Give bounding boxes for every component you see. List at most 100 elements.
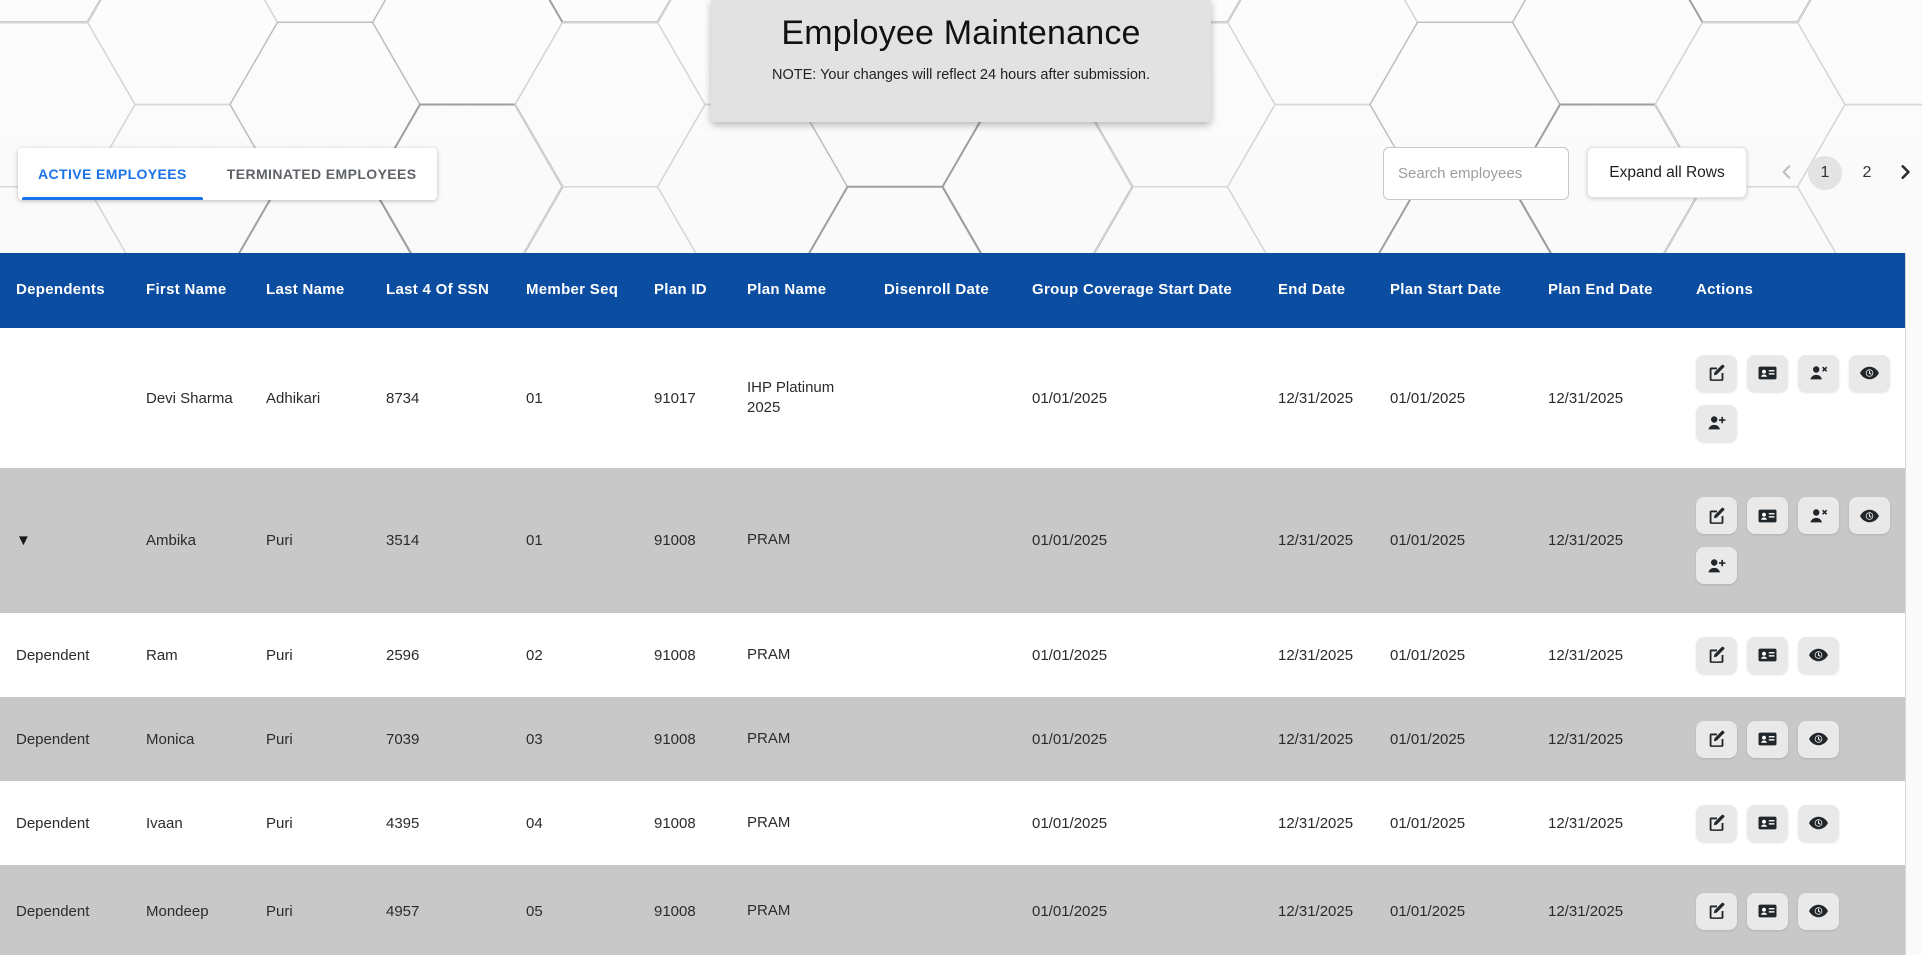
column-header-group_coverage_start_date: Group Coverage Start Date <box>1032 281 1233 299</box>
view-history-button[interactable] <box>1798 892 1839 930</box>
cell-plan_id: 91008 <box>654 532 696 549</box>
edit-button[interactable] <box>1696 497 1737 534</box>
view-history-button[interactable] <box>1849 354 1890 392</box>
cell-plan_end_date: 12/31/2025 <box>1548 646 1624 664</box>
cell-group_coverage_start_date: 01/01/2025 <box>1032 532 1108 549</box>
vertical-scrollbar[interactable] <box>1905 253 1922 955</box>
view-history-button[interactable] <box>1798 720 1839 758</box>
search-box <box>1383 147 1569 200</box>
id-card-icon <box>1756 644 1779 666</box>
next-page-button[interactable] <box>1890 158 1920 188</box>
id-card-icon <box>1756 505 1779 527</box>
collapse-dependents-icon[interactable]: ▼ <box>16 532 31 549</box>
id-card-button[interactable] <box>1747 636 1788 674</box>
action-button-group <box>1696 720 1905 758</box>
cell-group_coverage_start_date: 01/01/2025 <box>1032 902 1108 920</box>
edit-button[interactable] <box>1696 354 1737 392</box>
cell-plan_name: PRAM <box>747 729 791 747</box>
view-history-icon <box>1807 728 1830 750</box>
expand-all-rows-button[interactable]: Expand all Rows <box>1587 147 1747 198</box>
view-history-button[interactable] <box>1798 804 1839 842</box>
employee-row: ▼ Ambika Puri 3514 01 91008 PRAM 01/01/2025 12/3… <box>0 468 1905 613</box>
id-card-button[interactable] <box>1747 354 1788 392</box>
employee-row: Devi Sharma Adhikari 8734 01 91017 IHP Platin… <box>0 328 1905 468</box>
add-dependent-icon <box>1705 555 1728 577</box>
id-card-button[interactable] <box>1747 804 1788 842</box>
cell-plan_id: 91008 <box>654 814 696 832</box>
id-card-icon <box>1756 728 1779 750</box>
tab-active-employees[interactable]: ACTIVE EMPLOYEES <box>18 148 207 200</box>
cell-dependents: Dependent <box>16 646 90 664</box>
dependent-row: Dependent Monica Puri 7039 03 91008 PRAM 01/01/… <box>0 697 1905 781</box>
page-title: Employee Maintenance <box>781 14 1141 52</box>
id-card-button[interactable] <box>1747 720 1788 758</box>
cell-plan_name: IHP Platinum 2025 <box>747 378 835 416</box>
view-history-icon <box>1807 812 1830 834</box>
cell-member_seq: 03 <box>526 730 543 748</box>
cell-group_coverage_start_date: 01/01/2025 <box>1032 814 1108 832</box>
cell-last_name: Puri <box>266 814 293 832</box>
id-card-button[interactable] <box>1747 497 1788 534</box>
cell-actions <box>1680 804 1905 842</box>
cell-actions <box>1680 636 1905 674</box>
cell-plan_id: 91008 <box>654 902 696 920</box>
cell-first_name: Devi Sharma <box>146 389 233 407</box>
id-card-button[interactable] <box>1747 892 1788 930</box>
action-button-group <box>1696 354 1905 392</box>
table-body: Devi Sharma Adhikari 8734 01 91017 IHP Platin… <box>0 328 1905 955</box>
cell-first_name: Ram <box>146 646 178 664</box>
action-button-group <box>1696 404 1905 442</box>
column-header-ssn_last4: Last 4 Of SSN <box>386 281 490 299</box>
remove-member-button[interactable] <box>1798 497 1839 534</box>
add-dependent-icon <box>1705 412 1728 434</box>
add-dependent-button[interactable] <box>1696 404 1737 442</box>
cell-dependents: Dependent <box>16 902 90 920</box>
cell-ssn_last4: 3514 <box>386 532 420 549</box>
edit-button[interactable] <box>1696 804 1737 842</box>
cell-last_name: Puri <box>266 646 293 664</box>
tab-terminated-employees[interactable]: TERMINATED EMPLOYEES <box>226 166 417 182</box>
edit-button[interactable] <box>1696 892 1737 930</box>
cell-group_coverage_start_date: 01/01/2025 <box>1032 646 1108 664</box>
view-history-icon <box>1858 362 1881 384</box>
cell-dependents: ▼ <box>0 532 130 549</box>
cell-last_name: Puri <box>266 902 293 920</box>
cell-plan_start_date: 01/01/2025 <box>1390 902 1466 920</box>
dependent-row: Dependent Ivaan Puri 4395 04 91008 PRAM 01/01/2… <box>0 781 1905 865</box>
column-header-dependents: Dependents <box>16 281 105 299</box>
cell-first_name: Ivaan <box>146 814 183 832</box>
cell-ssn_last4: 4395 <box>386 814 420 832</box>
action-button-group <box>1696 892 1905 930</box>
remove-member-button[interactable] <box>1798 354 1839 392</box>
page-2-button[interactable]: 2 <box>1850 156 1884 190</box>
view-history-button[interactable] <box>1798 636 1839 674</box>
cell-member_seq: 01 <box>526 389 543 407</box>
cell-plan_start_date: 01/01/2025 <box>1390 730 1466 748</box>
tabs: ACTIVE EMPLOYEES TERMINATED EMPLOYEES <box>18 148 437 200</box>
view-history-button[interactable] <box>1849 497 1890 534</box>
add-dependent-button[interactable] <box>1696 547 1737 584</box>
cell-plan_name: PRAM <box>747 813 791 831</box>
edit-button[interactable] <box>1696 720 1737 758</box>
chevron-right-icon <box>1897 164 1913 183</box>
column-header-plan_end_date: Plan End Date <box>1548 281 1653 299</box>
page-header-card: Employee Maintenance NOTE: Your changes … <box>711 0 1211 122</box>
page-1-button[interactable]: 1 <box>1808 156 1842 190</box>
edit-icon <box>1706 644 1728 666</box>
cell-member_seq: 02 <box>526 646 543 664</box>
edit-button[interactable] <box>1696 636 1737 674</box>
cell-actions <box>1680 497 1905 584</box>
cell-ssn_last4: 7039 <box>386 730 420 748</box>
action-button-group <box>1696 547 1905 584</box>
cell-end_date: 12/31/2025 <box>1278 814 1354 832</box>
cell-plan_start_date: 01/01/2025 <box>1390 532 1466 549</box>
chevron-left-icon <box>1779 164 1795 183</box>
cell-plan_start_date: 01/01/2025 <box>1390 646 1466 664</box>
search-input[interactable] <box>1384 148 1568 199</box>
previous-page-button[interactable] <box>1772 158 1802 188</box>
cell-ssn_last4: 2596 <box>386 646 420 664</box>
cell-plan_end_date: 12/31/2025 <box>1548 814 1624 832</box>
dependent-row: Dependent Ram Puri 2596 02 91008 PRAM 01/01/202… <box>0 613 1905 697</box>
column-header-last_name: Last Name <box>266 281 345 299</box>
